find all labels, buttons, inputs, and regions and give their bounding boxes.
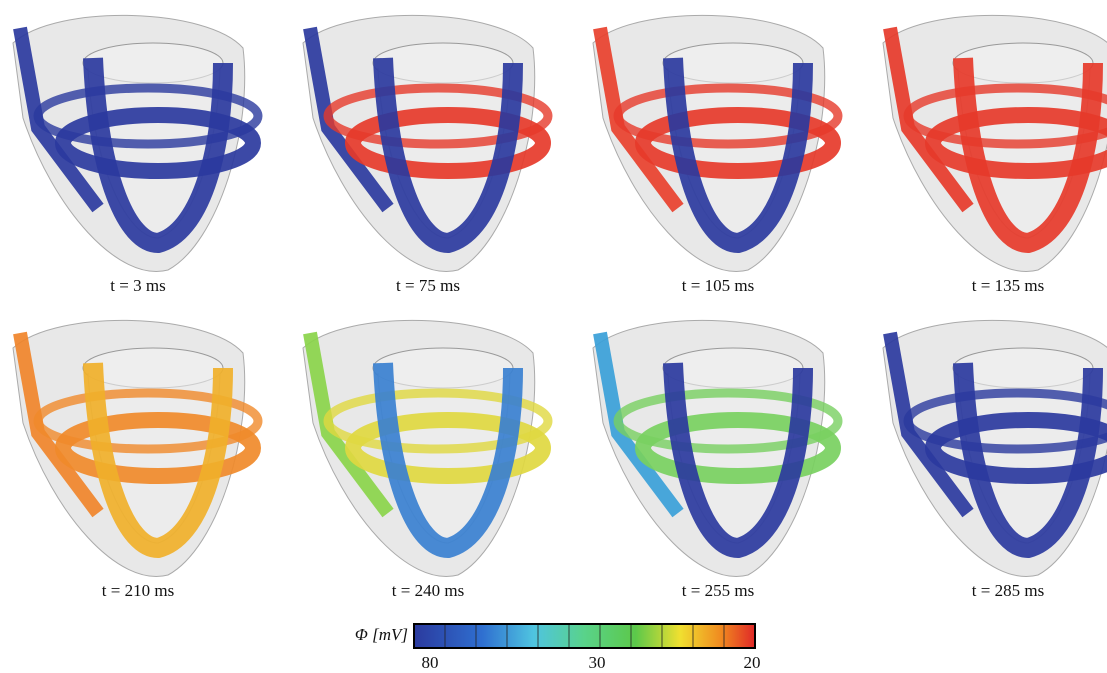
panel-caption: t = 285 ms: [972, 581, 1044, 600]
colorbar: Φ [mV] 80 30 20: [355, 624, 761, 672]
panel-caption: t = 255 ms: [682, 581, 754, 600]
colorbar-bar: [414, 624, 755, 648]
colorbar-label: Φ [mV]: [355, 625, 408, 644]
heart-panel: t = 285 ms: [883, 320, 1107, 600]
colorbar-tick: 30: [589, 653, 606, 672]
colorbar-tick: 20: [744, 653, 761, 672]
heart-panel: t = 75 ms: [303, 15, 548, 295]
heart-panel: t = 135 ms: [883, 15, 1107, 295]
heart-panel: t = 240 ms: [303, 320, 548, 600]
heart-panel: t = 255 ms: [593, 320, 838, 600]
colorbar-tick: 80: [422, 653, 439, 672]
panel-caption: t = 210 ms: [102, 581, 174, 600]
panels: t = 3 ms t = 75 ms t = 105 ms t = 135 ms t =…: [13, 15, 1107, 600]
heart-panel: t = 3 ms: [13, 15, 258, 295]
panel-caption: t = 240 ms: [392, 581, 464, 600]
figure: t = 3 ms t = 75 ms t = 105 ms t = 135 ms t =…: [0, 0, 1107, 673]
heart-panel: t = 210 ms: [13, 320, 258, 600]
heart-panel: t = 105 ms: [593, 15, 838, 295]
panel-caption: t = 3 ms: [110, 276, 165, 295]
panel-caption: t = 105 ms: [682, 276, 754, 295]
panel-caption: t = 75 ms: [396, 276, 460, 295]
panel-caption: t = 135 ms: [972, 276, 1044, 295]
